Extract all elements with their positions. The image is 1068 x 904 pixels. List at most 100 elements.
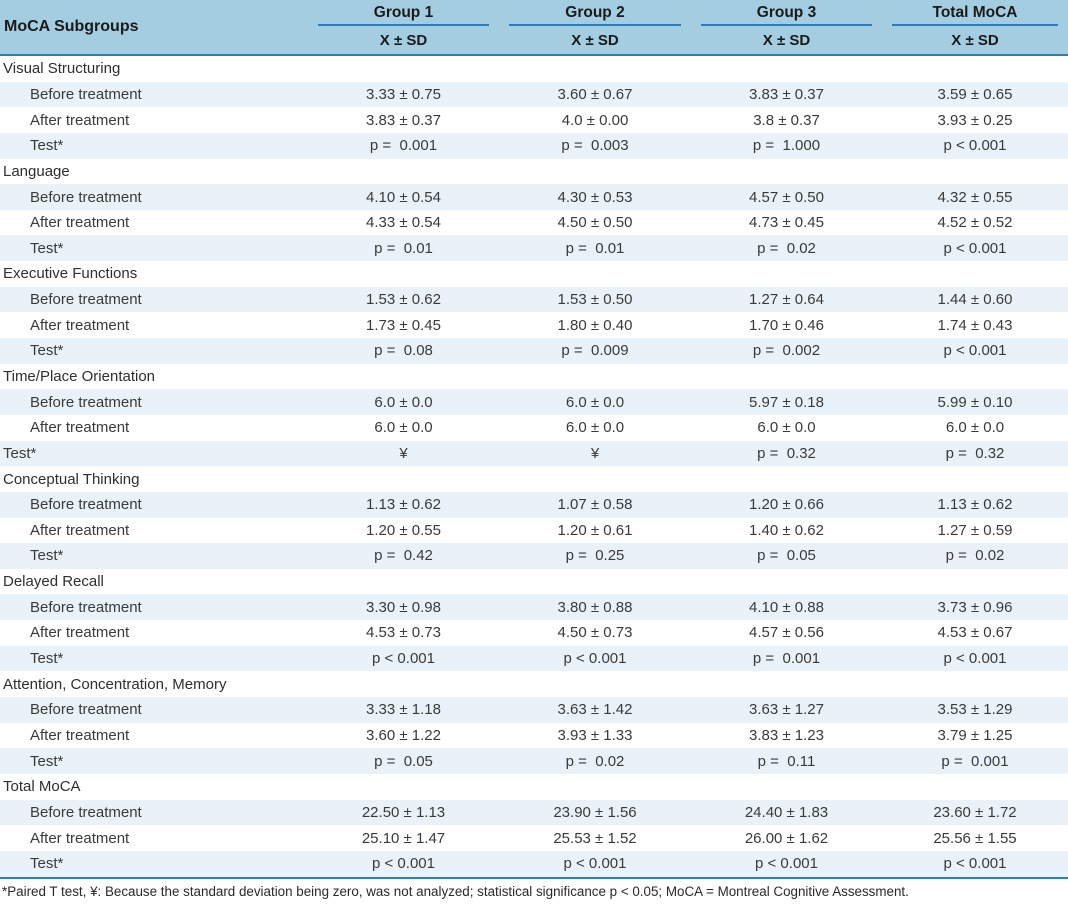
row-label: After treatment [30,726,130,744]
value-cell: 4.53 ± 0.67 [937,624,1013,642]
row-before: Before treatment 1.13 ± 0.62 1.07 ± 0.58 1.… [0,491,1068,518]
value-cell: 3.59 ± 0.65 [937,85,1013,103]
value-cell: 4.50 ± 0.50 [557,214,633,232]
row-label: Test* [30,137,64,155]
value-cell: p = 0.002 [752,342,821,360]
value-cell: p = 0.02 [565,752,625,770]
value-cell: 3.33 ± 0.75 [366,85,441,103]
value-cell: p < 0.001 [563,855,627,873]
value-cell: p < 0.001 [372,855,435,873]
value-cell: p = 0.01 [565,239,625,257]
value-cell: 23.90 ± 1.56 [553,803,637,821]
value-cell: p < 0.001 [943,137,1007,155]
value-cell: p = 0.25 [565,547,625,565]
value-cell: p = 0.05 [757,547,816,565]
value-cell: 23.60 ± 1.72 [933,803,1017,821]
value-cell: 3.60 ± 0.67 [557,85,633,103]
row-label: After treatment [30,419,130,437]
value-cell: p = 0.01 [374,239,433,257]
row-label: After treatment [30,111,130,129]
value-cell: 3.33 ± 1.18 [366,701,441,719]
value-cell: 5.99 ± 0.10 [937,393,1013,411]
value-cell: 4.53 ± 0.73 [366,624,441,642]
value-cell: p = 0.05 [374,752,433,770]
value-cell: p = 0.02 [945,547,1005,565]
table-body: Visual Structuring Before treatment 3.33 ±… [0,55,1068,877]
value-cell: 3.80 ± 0.88 [557,598,633,616]
value-cell: 1.13 ± 0.62 [937,496,1013,514]
value-cell: 3.83 ± 0.37 [366,111,441,129]
value-cell: 22.50 ± 1.13 [361,803,446,821]
section-header-row: Attention, Concentration, Memory [0,671,1068,697]
value-cell: 24.40 ± 1.83 [744,803,829,821]
value-cell: p = 0.003 [561,137,629,155]
value-cell: 4.50 ± 0.73 [557,624,633,642]
section-header-row: Total MoCA [0,774,1068,800]
value-cell: p < 0.001 [563,650,627,668]
row-after: After treatment 6.0 ± 0.0 6.0 ± 0.0 6.0 ± 0… [0,415,1068,441]
section-name: Time/Place Orientation [3,368,156,385]
value-cell: 3.83 ± 1.23 [749,726,824,744]
row-after: After treatment 1.20 ± 0.55 1.20 ± 0.61 1.4… [0,518,1068,544]
section-name: Delayed Recall [3,573,104,591]
row-after: After treatment 1.73 ± 0.45 1.80 ± 0.40 1.7… [0,312,1068,338]
value-cell: 5.97 ± 0.18 [749,393,824,411]
row-label: After treatment [30,521,130,539]
value-cell: 1.40 ± 0.62 [749,521,824,539]
section-header-row: Visual Structuring [0,55,1068,82]
row-before: Before treatment 3.30 ± 0.98 3.80 ± 0.88 4.… [0,594,1068,621]
value-cell: 1.44 ± 0.60 [937,291,1013,309]
value-cell: p = 1.000 [752,137,821,155]
row-test: Test* p = 0.08 p = 0.009 p = 0.002 p < 0.001 [0,338,1068,364]
section-header-row: Language [0,159,1068,185]
value-cell: p = 0.02 [757,239,816,257]
value-cell: p = 0.32 [945,444,1005,462]
row-label: Test* [30,855,64,873]
value-cell: 1.53 ± 0.62 [366,291,441,309]
value-cell: p = 0.009 [561,342,629,360]
row-label: Test* [30,752,64,770]
column-header-group2: Group 2 [499,0,691,27]
value-cell: 3.53 ± 1.29 [937,701,1013,719]
section-header-row: Conceptual Thinking [0,466,1068,492]
value-cell: p < 0.001 [755,855,818,873]
value-cell: 1.73 ± 0.45 [366,316,441,334]
value-cell: p = 0.08 [374,342,433,360]
section-name: Attention, Concentration, Memory [3,675,227,693]
row-label: Before treatment [30,496,142,514]
value-cell: p = 0.11 [757,752,816,770]
value-cell: 26.00 ± 1.62 [744,829,829,847]
value-cell: 6.0 ± 0.0 [374,393,433,411]
row-before: Before treatment 3.33 ± 0.75 3.60 ± 0.67 3.… [0,81,1068,108]
value-cell: 4.0 ± 0.00 [561,111,629,129]
value-cell: 4.73 ± 0.45 [749,214,824,232]
value-cell: 4.33 ± 0.54 [366,214,441,232]
value-cell: p < 0.001 [943,342,1007,360]
subheader-xsd-total: X ± SD [882,27,1068,56]
row-after: After treatment 4.53 ± 0.73 4.50 ± 0.73 4.5… [0,620,1068,646]
value-cell: 1.07 ± 0.58 [557,496,633,514]
row-before: Before treatment 3.33 ± 1.18 3.63 ± 1.42 3.… [0,697,1068,723]
row-label: Test* [30,547,64,565]
row-test: Test* p = 0.42 p = 0.25 p = 0.05 p = 0.02 [0,543,1068,569]
value-cell: 4.10 ± 0.88 [749,598,824,616]
row-label: Before treatment [30,598,142,616]
footnote: *Paired T test, ¥: Because the standard … [0,876,1068,899]
section-header-row: Delayed Recall [0,569,1068,595]
row-before: Before treatment 22.50 ± 1.13 23.90 ± 1.56… [0,799,1068,826]
column-header-group3: Group 3 [691,0,882,27]
value-cell: p = 0.42 [374,547,433,565]
value-cell: 6.0 ± 0.0 [945,419,1005,437]
value-cell: 3.93 ± 1.33 [557,726,633,744]
value-cell: 1.20 ± 0.61 [557,521,633,539]
row-before: Before treatment 1.53 ± 0.62 1.53 ± 0.50 1.… [0,286,1068,313]
row-label: Before treatment [30,291,142,309]
value-cell: 6.0 ± 0.0 [374,419,433,437]
value-cell: 4.32 ± 0.55 [937,188,1013,206]
row-before: Before treatment 6.0 ± 0.0 6.0 ± 0.0 5.97 ±… [0,389,1068,415]
value-cell: 1.70 ± 0.46 [749,316,824,334]
value-cell: 4.10 ± 0.54 [366,188,441,206]
value-cell: 1.20 ± 0.55 [366,521,441,539]
value-cell: 1.13 ± 0.62 [366,496,441,514]
row-after: After treatment 25.10 ± 1.47 25.53 ± 1.52 2… [0,825,1068,851]
